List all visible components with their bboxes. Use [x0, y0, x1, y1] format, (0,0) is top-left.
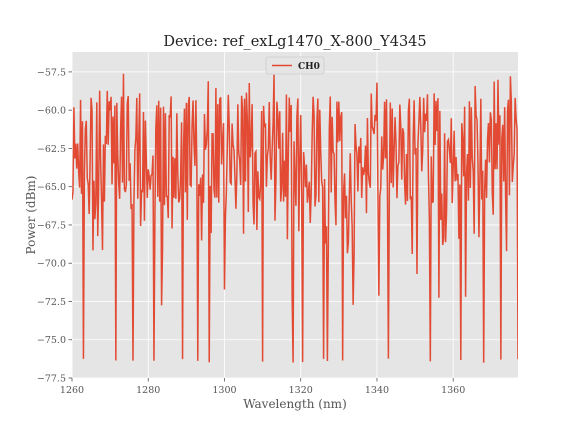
y-tick-label: −65.0 [37, 182, 66, 193]
x-tick-label: 1260 [60, 385, 84, 396]
y-tick-label: −77.5 [37, 374, 66, 385]
y-tick-label: −70.0 [37, 259, 66, 270]
y-tick-label: −62.5 [37, 144, 66, 155]
y-tick-label: −60.0 [37, 106, 66, 117]
y-tick-label: −67.5 [37, 220, 66, 231]
x-tick-label: 1360 [441, 385, 465, 396]
y-axis-label: Power (dBm) [24, 176, 38, 255]
legend: CH0 [265, 56, 325, 75]
x-tick-label: 1340 [365, 385, 389, 396]
y-ticks: −77.5 −75.0 −72.5 −70.0 −67.5 −65.0 −62.5 −60.0… [37, 67, 72, 385]
series-layer [72, 73, 518, 363]
x-axis-label: Wavelength (nm) [243, 397, 347, 411]
chart-title: Device: ref_exLg1470_X-800_Y4345 [163, 34, 426, 50]
y-tick-label: −72.5 [37, 297, 66, 308]
legend-label-ch0: CH0 [298, 62, 320, 72]
x-ticks: 1260 1280 1300 1320 1340 1360 [60, 378, 465, 396]
y-tick-label: −57.5 [37, 67, 66, 78]
x-tick-label: 1280 [136, 385, 160, 396]
x-tick-label: 1320 [289, 385, 313, 396]
legend-box [265, 56, 325, 75]
x-tick-label: 1300 [212, 385, 236, 396]
y-tick-label: −75.0 [37, 335, 66, 346]
series-line-ch0 [72, 73, 518, 363]
